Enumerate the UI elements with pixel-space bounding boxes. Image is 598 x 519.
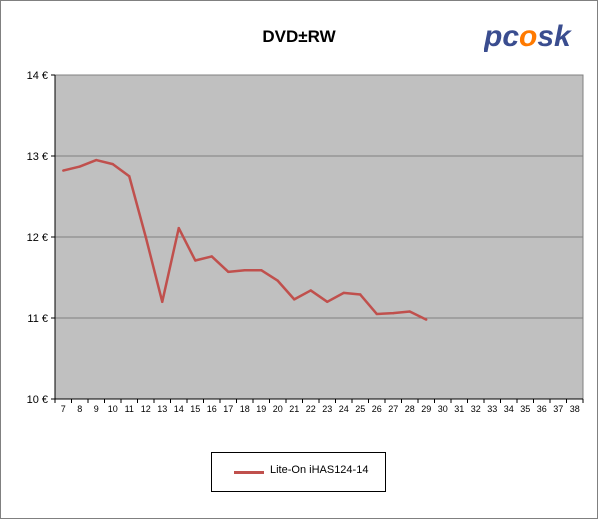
data-point — [408, 310, 411, 313]
x-tick-label: 10 — [108, 404, 118, 414]
x-tick-label: 12 — [141, 404, 151, 414]
data-point — [326, 300, 329, 303]
data-point — [177, 226, 180, 230]
data-point — [62, 169, 65, 172]
x-tick-label: 34 — [504, 404, 514, 414]
data-point — [293, 298, 296, 301]
x-tick-label: 30 — [438, 404, 448, 414]
data-point — [128, 175, 131, 178]
x-tick-label: 15 — [190, 404, 200, 414]
y-tick-label: 14 € — [27, 70, 48, 82]
chart-title: DVD±RW — [262, 27, 336, 46]
x-tick-label: 17 — [223, 404, 233, 414]
x-tick-label: 18 — [240, 404, 250, 414]
x-tick-label: 14 — [174, 404, 184, 414]
data-point — [276, 279, 279, 282]
x-tick-label: 27 — [388, 404, 398, 414]
data-point — [425, 318, 428, 321]
x-tick-label: 26 — [372, 404, 382, 414]
legend-label: Lite-On iHAS124-14 — [270, 464, 369, 476]
x-tick-label: 20 — [273, 404, 283, 414]
data-point — [359, 293, 362, 296]
x-tick-label: 23 — [322, 404, 332, 414]
data-point — [161, 300, 164, 303]
gridlines — [55, 155, 583, 319]
x-axis: 7 8 9 10 11 12 13 14 15 16 17 18 19 20 21 22 23 24 25 26 27 2… — [54, 398, 584, 414]
data-point — [144, 235, 147, 239]
x-tick-label: 38 — [570, 404, 580, 414]
legend: Lite-On iHAS124-14 — [211, 452, 386, 492]
data-point — [392, 311, 395, 315]
data-point — [95, 158, 98, 162]
y-tick-label: 11 € — [27, 313, 48, 325]
y-axis: 14 € 13 € 12 € 11 € 10 € — [27, 70, 56, 406]
legend-swatch — [234, 471, 264, 474]
x-tick-label: 25 — [355, 404, 365, 414]
x-tick-label: 13 — [157, 404, 167, 414]
x-tick-label: 31 — [454, 404, 464, 414]
data-point — [375, 312, 378, 316]
y-tick-label: 13 € — [27, 151, 48, 163]
data-point — [78, 165, 81, 168]
data-point — [243, 269, 246, 272]
data-point — [342, 291, 345, 295]
x-tick-label: 19 — [256, 404, 266, 414]
x-tick-label: 9 — [94, 404, 99, 414]
y-tick-label: 12 € — [27, 232, 48, 244]
x-tick-label: 33 — [487, 404, 497, 414]
data-point — [309, 289, 312, 292]
x-tick-label: 11 — [125, 404, 134, 414]
y-tick-label: 10 € — [27, 394, 48, 406]
x-tick-label: 29 — [421, 404, 431, 414]
data-point — [227, 270, 230, 274]
data-point — [260, 269, 263, 272]
x-tick-label: 21 — [289, 404, 299, 414]
x-tick-label: 32 — [471, 404, 481, 414]
data-point — [194, 259, 197, 262]
x-tick-label: 24 — [339, 404, 349, 414]
data-point — [111, 162, 114, 166]
x-tick-label: 36 — [537, 404, 547, 414]
series-layer — [62, 158, 428, 321]
x-tick-label: 16 — [207, 404, 217, 414]
data-point — [210, 255, 213, 258]
x-tick-label: 7 — [61, 404, 66, 414]
svg-text:pcosk: pcosk — [484, 20, 572, 53]
x-tick-label: 8 — [77, 404, 82, 414]
x-tick-label: 35 — [520, 404, 530, 414]
pcosk-logo: pcosk — [483, 12, 584, 54]
x-tick-label: 22 — [306, 404, 316, 414]
x-tick-label: 28 — [405, 404, 415, 414]
x-tick-label: 37 — [553, 404, 563, 414]
